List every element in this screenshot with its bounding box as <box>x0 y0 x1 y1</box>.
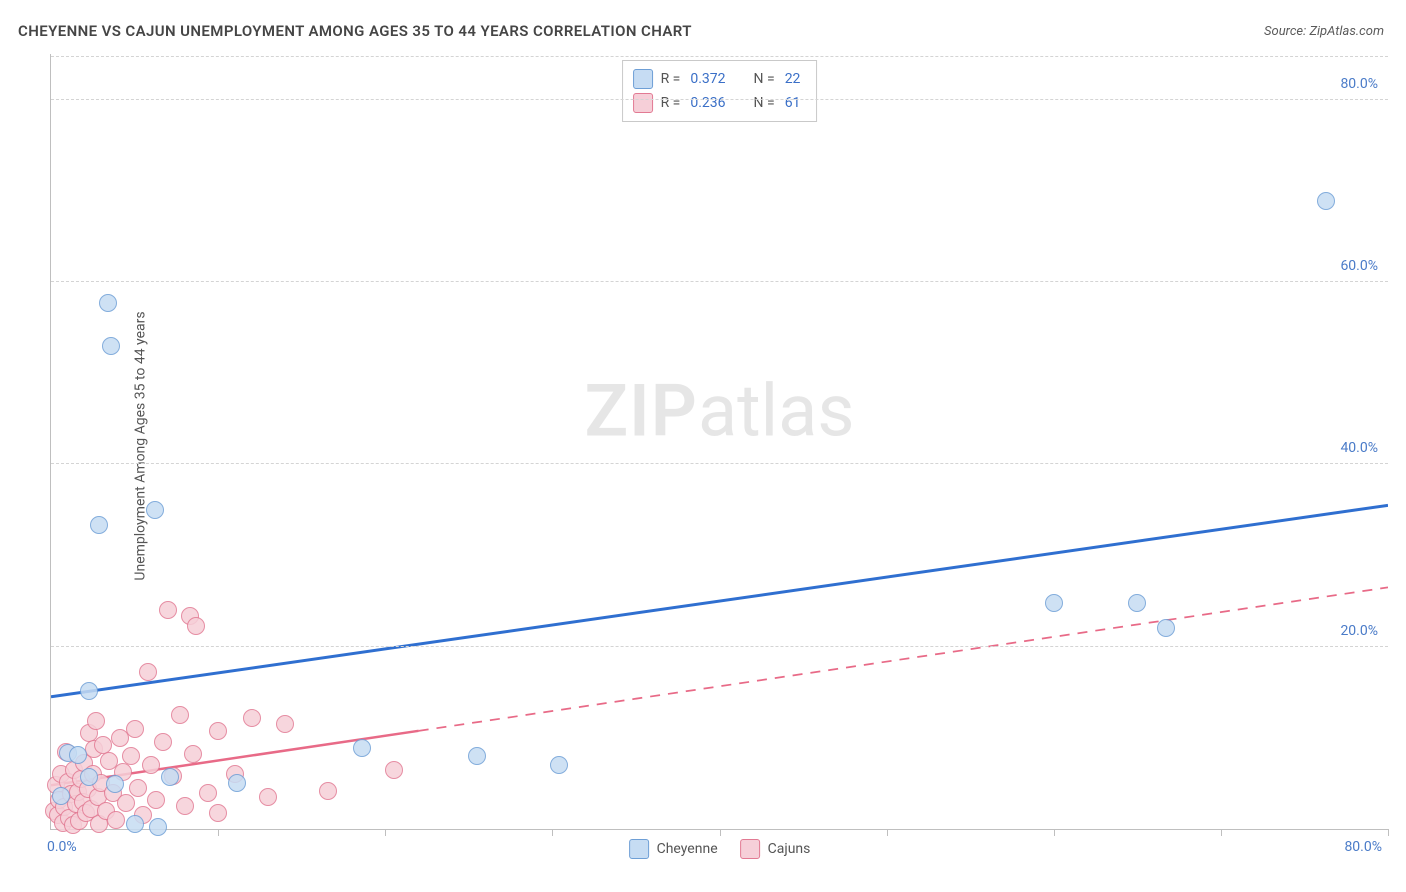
gridline <box>51 646 1388 647</box>
scatter-point <box>69 746 87 764</box>
scatter-point <box>126 815 144 833</box>
scatter-point <box>184 745 202 763</box>
x-tick <box>887 829 888 836</box>
x-axis-origin-label: 0.0% <box>47 839 77 855</box>
stats-row: R = 0.236 N = 61 <box>633 91 803 115</box>
y-tick-label: 60.0% <box>1340 258 1378 274</box>
gridline <box>51 463 1388 464</box>
watermark: ZIPatlas <box>584 368 854 453</box>
legend-item: Cajuns <box>740 839 811 859</box>
x-tick <box>385 829 386 836</box>
scatter-point <box>243 709 261 727</box>
gridline <box>51 56 1388 57</box>
legend-label: Cheyenne <box>657 841 718 857</box>
scatter-point <box>259 788 277 806</box>
x-tick <box>552 829 553 836</box>
stat-n-label: N = <box>754 95 775 111</box>
x-tick <box>720 829 721 836</box>
y-tick-label: 40.0% <box>1340 440 1378 456</box>
scatter-point <box>107 811 125 829</box>
x-axis-max-label: 80.0% <box>1344 839 1382 855</box>
source-name: ZipAtlas.com <box>1309 24 1384 39</box>
correlation-stats-box: R = 0.372 N = 22 R = 0.236 N = 61 <box>622 60 818 122</box>
scatter-point <box>102 337 120 355</box>
x-tick <box>218 829 219 836</box>
stat-n-value: 22 <box>785 71 801 87</box>
watermark-bold: ZIP <box>584 368 697 453</box>
stat-n-label: N = <box>754 71 775 87</box>
scatter-point <box>171 706 189 724</box>
watermark-rest: atlas <box>698 368 855 453</box>
scatter-point <box>106 775 124 793</box>
gridline <box>51 281 1388 282</box>
scatter-point <box>142 756 160 774</box>
scatter-point <box>87 712 105 730</box>
scatter-point <box>176 797 194 815</box>
stat-n-value: 61 <box>785 95 801 111</box>
legend-label: Cajuns <box>768 841 811 857</box>
scatter-point <box>209 804 227 822</box>
scatter-point <box>209 722 227 740</box>
scatter-plot-area: ZIPatlas 0.0% 80.0% R = 0.372N = 22R = 0… <box>50 54 1388 830</box>
scatter-point <box>199 784 217 802</box>
scatter-point <box>161 768 179 786</box>
scatter-point <box>80 768 98 786</box>
legend-item: Cheyenne <box>629 839 718 859</box>
scatter-point <box>129 779 147 797</box>
x-tick <box>1221 829 1222 836</box>
scatter-point <box>468 747 486 765</box>
scatter-point <box>80 682 98 700</box>
stat-r-label: R = <box>661 71 681 87</box>
scatter-point <box>159 601 177 619</box>
stats-row: R = 0.372 N = 22 <box>633 67 803 91</box>
source-attribution: Source: ZipAtlas.com <box>1264 24 1384 39</box>
scatter-point <box>146 501 164 519</box>
x-tick <box>1054 829 1055 836</box>
stat-r-label: R = <box>661 95 681 111</box>
scatter-point <box>1157 619 1175 637</box>
scatter-point <box>353 739 371 757</box>
scatter-point <box>550 756 568 774</box>
stat-r-value: 0.236 <box>690 95 725 111</box>
scatter-point <box>187 617 205 635</box>
legend-swatch <box>633 93 653 113</box>
scatter-point <box>90 516 108 534</box>
gridline <box>51 99 1388 100</box>
bottom-legend: Cheyenne Cajuns <box>629 839 811 859</box>
scatter-point <box>1128 594 1146 612</box>
scatter-point <box>117 794 135 812</box>
legend-swatch <box>633 69 653 89</box>
scatter-point <box>122 747 140 765</box>
legend-swatch <box>740 839 760 859</box>
scatter-point <box>276 715 294 733</box>
scatter-point <box>147 791 165 809</box>
scatter-point <box>139 663 157 681</box>
y-tick-label: 80.0% <box>1340 76 1378 92</box>
scatter-point <box>319 782 337 800</box>
legend-swatch <box>629 839 649 859</box>
chart-title: CHEYENNE VS CAJUN UNEMPLOYMENT AMONG AGE… <box>18 22 692 40</box>
scatter-point <box>52 787 70 805</box>
trend-line-dashed <box>419 587 1388 730</box>
scatter-point <box>1317 192 1335 210</box>
x-tick <box>1388 829 1389 836</box>
scatter-point <box>149 818 167 836</box>
scatter-point <box>1045 594 1063 612</box>
scatter-point <box>385 761 403 779</box>
trend-line-solid <box>51 505 1388 696</box>
scatter-point <box>99 294 117 312</box>
source-prefix: Source: <box>1264 24 1309 39</box>
y-tick-label: 20.0% <box>1340 623 1378 639</box>
stat-r-value: 0.372 <box>690 71 725 87</box>
scatter-point <box>154 733 172 751</box>
scatter-point <box>228 774 246 792</box>
scatter-point <box>126 720 144 738</box>
